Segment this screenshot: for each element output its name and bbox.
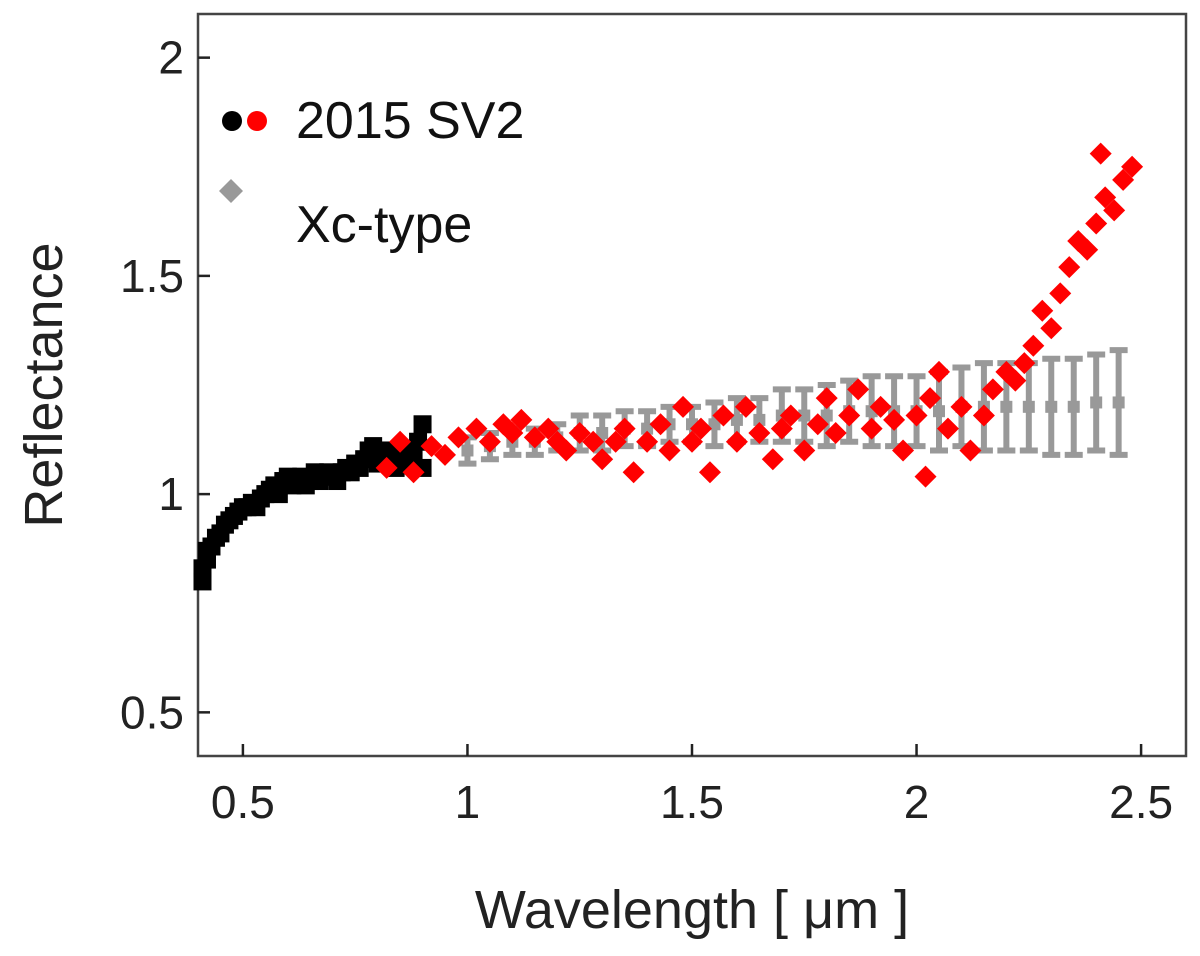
nir-point — [1049, 282, 1072, 305]
nir-point — [420, 435, 443, 458]
nir-point — [622, 461, 645, 484]
nir-point — [501, 422, 524, 445]
y-tick-label: 2 — [158, 32, 184, 84]
nir-point — [869, 395, 892, 418]
y-tick-label: 0.5 — [120, 686, 184, 738]
nir-point — [1031, 299, 1054, 322]
legend-template-marker — [219, 179, 243, 203]
nir-point — [883, 408, 906, 431]
nir-point — [389, 430, 412, 453]
xc-type-point — [1064, 355, 1083, 458]
nir-point — [734, 395, 757, 418]
nir-point — [555, 439, 578, 462]
nir-point — [815, 387, 838, 410]
xc-type-point — [1042, 355, 1061, 458]
nir-point — [981, 378, 1004, 401]
nir-point — [914, 465, 937, 488]
legend-template-label: Xc-type — [296, 196, 472, 254]
nir-point — [712, 404, 735, 427]
nir-point — [1040, 317, 1063, 340]
nir-point — [1121, 155, 1144, 178]
y-axis-label: Reflectance — [14, 242, 74, 527]
legend-visible-marker — [222, 111, 242, 131]
nir-point — [604, 430, 627, 453]
nir-point — [568, 422, 591, 445]
nir-point — [928, 360, 950, 383]
nir-point — [761, 448, 784, 471]
nir-point — [447, 426, 470, 449]
x-tick-label: 2 — [904, 776, 930, 828]
legend-nir-marker — [247, 111, 267, 131]
nir-point — [748, 422, 771, 445]
nir-point — [860, 417, 883, 440]
nir-point — [1103, 199, 1126, 222]
y-tick-label: 1 — [158, 468, 184, 520]
axes: 0.5 1 1.5 2 2.5 0.5 1 1.5 2 — [120, 32, 1173, 828]
nir-point — [672, 395, 695, 418]
visible-series — [193, 415, 432, 591]
nir-point — [793, 439, 816, 462]
nir-point — [806, 413, 829, 436]
nir-point — [972, 404, 995, 427]
nir-point — [824, 422, 847, 445]
visible-point — [413, 415, 432, 434]
nir-point — [375, 456, 398, 479]
nir-point — [613, 417, 636, 440]
x-tick-label: 1 — [455, 776, 481, 828]
nir-point — [537, 417, 560, 440]
nir-point — [1112, 168, 1135, 191]
nir-point — [959, 439, 982, 462]
nir-point — [770, 417, 793, 440]
xc-type-point — [1087, 351, 1106, 454]
nir-point — [950, 395, 973, 418]
nir-point — [905, 404, 928, 427]
nir-point — [847, 378, 870, 401]
nir-point — [582, 430, 605, 453]
legend-asteroid-label: 2015 SV2 — [296, 92, 524, 150]
x-tick-label: 1.5 — [660, 776, 724, 828]
nir-point — [492, 413, 515, 436]
nir-point — [591, 448, 614, 471]
nir-point — [681, 430, 703, 453]
x-axis-label: Wavelength [ μm ] — [475, 880, 909, 940]
nir-point — [1094, 186, 1117, 209]
nir-point — [478, 430, 501, 453]
xc-type-point — [705, 399, 724, 450]
nir-point — [689, 417, 712, 440]
nir-point — [658, 439, 681, 462]
nir-series — [375, 142, 1144, 488]
nir-point — [1085, 212, 1108, 235]
nir-point — [465, 417, 488, 440]
nir-point — [779, 404, 802, 427]
nir-point — [1089, 142, 1112, 165]
nir-point — [636, 430, 659, 453]
nir-point — [725, 430, 748, 453]
nir-point — [1013, 352, 1036, 375]
xc-type-point — [1109, 347, 1128, 458]
nir-point — [936, 417, 959, 440]
nir-point — [892, 439, 915, 462]
nir-point — [1022, 334, 1045, 357]
nir-point — [1076, 238, 1099, 261]
nir-point — [510, 408, 533, 431]
nir-point — [698, 461, 721, 484]
nir-point — [1004, 369, 1027, 392]
x-tick-label: 2.5 — [1109, 776, 1173, 828]
nir-point — [402, 461, 425, 484]
x-tick-label: 0.5 — [211, 776, 275, 828]
nir-point — [523, 426, 546, 449]
nir-point — [434, 443, 456, 466]
nir-point — [1058, 256, 1081, 279]
nir-point — [649, 413, 672, 436]
legend: 2015 SV2 Xc-type — [219, 92, 524, 254]
nir-point — [919, 387, 942, 410]
nir-point — [838, 404, 861, 427]
y-tick-label: 1.5 — [120, 250, 184, 302]
